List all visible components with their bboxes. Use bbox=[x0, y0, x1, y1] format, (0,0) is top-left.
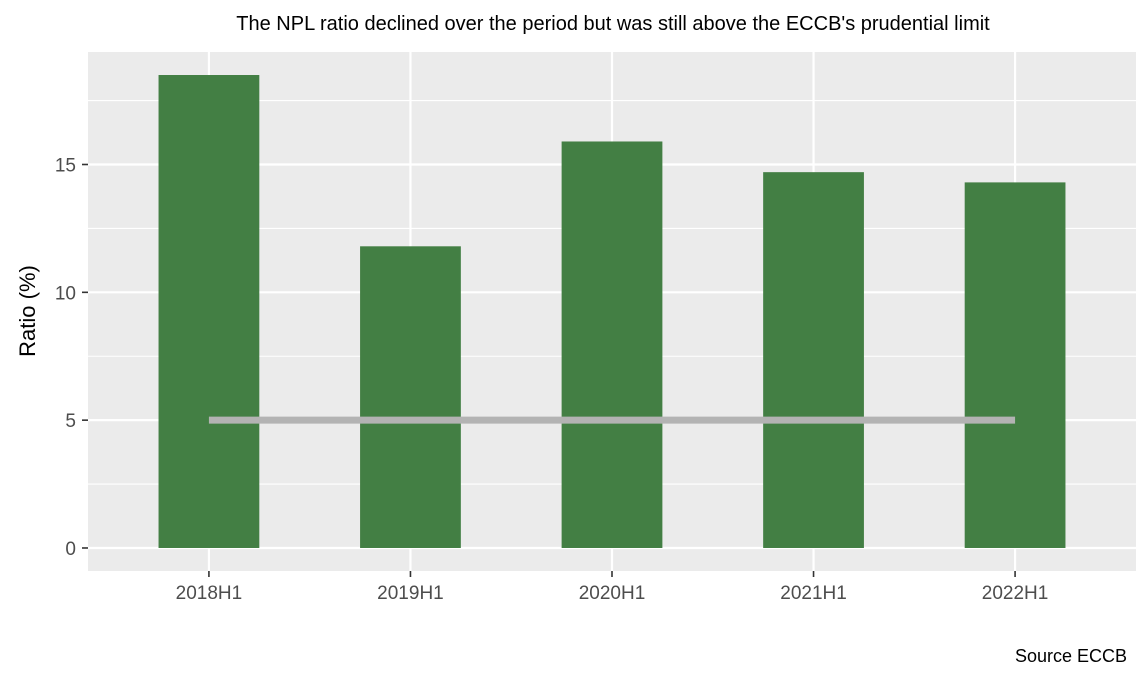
x-tick-label: 2020H1 bbox=[579, 583, 646, 604]
x-tick-label: 2022H1 bbox=[982, 583, 1049, 604]
bars bbox=[158, 75, 1066, 548]
bar-2018H1 bbox=[158, 75, 260, 548]
y-tick-label: 0 bbox=[65, 539, 76, 560]
bar-2019H1 bbox=[360, 246, 461, 548]
y-tick-label: 10 bbox=[55, 283, 76, 304]
x-tick-label: 2018H1 bbox=[176, 583, 243, 604]
x-axis: 2018H1 2019H1 2020H1 2021H1 2022H1 bbox=[176, 571, 1049, 604]
y-tick-label: 5 bbox=[65, 411, 76, 432]
x-tick-label: 2019H1 bbox=[377, 583, 444, 604]
y-axis-label: Ratio (%) bbox=[15, 265, 40, 357]
bar-2021H1 bbox=[763, 172, 864, 548]
bar-2020H1 bbox=[561, 141, 663, 548]
bar-2022H1 bbox=[964, 182, 1066, 548]
x-tick-label: 2021H1 bbox=[780, 583, 847, 604]
chart-title: The NPL ratio declined over the period b… bbox=[236, 13, 990, 35]
chart-caption: Source ECCB bbox=[1015, 646, 1127, 666]
y-tick-label: 15 bbox=[55, 155, 76, 176]
y-axis: 0 5 10 15 bbox=[55, 155, 88, 560]
